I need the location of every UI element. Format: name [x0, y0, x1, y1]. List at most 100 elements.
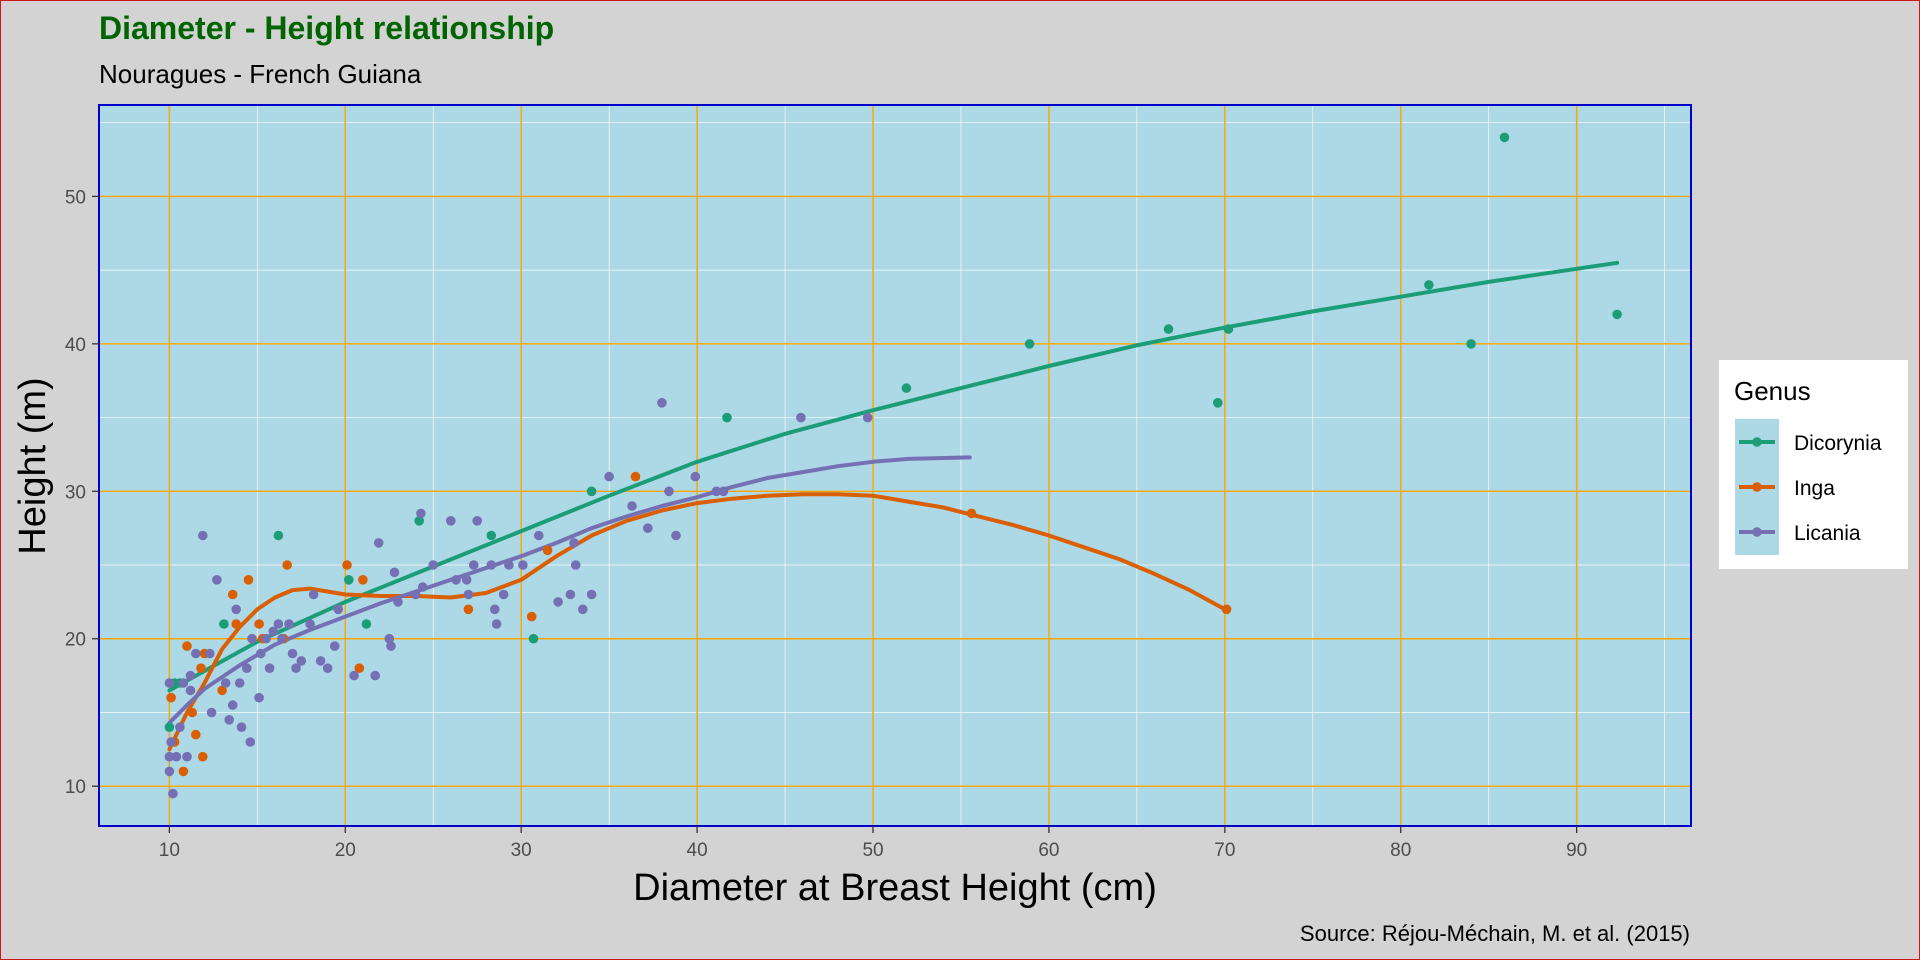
y-axis: 10 20 30 40 50 [65, 187, 99, 798]
point-dicorynia [1499, 132, 1510, 143]
point-licania [451, 575, 461, 585]
point-licania [468, 560, 479, 570]
legend-key-point [1752, 437, 1762, 447]
point-licania [185, 685, 196, 696]
point-licania [231, 604, 241, 615]
point-licania [718, 486, 729, 497]
point-licania [220, 678, 231, 688]
point-licania [212, 575, 222, 585]
panel-border [98, 104, 1692, 827]
point-licania [498, 589, 509, 600]
point-licania [333, 604, 344, 615]
x-tick-label: 30 [511, 840, 532, 861]
y-tick-label: 10 [65, 777, 86, 798]
point-inga [231, 619, 241, 629]
point-licania [416, 508, 426, 519]
point-dicorynia [219, 619, 229, 629]
point-inga [630, 471, 641, 482]
legend-title: Genus [1734, 376, 1811, 406]
x-tick-label: 10 [159, 840, 180, 861]
point-licania [178, 678, 189, 688]
point-inga [182, 641, 192, 651]
y-tick-label: 30 [65, 482, 86, 503]
point-inga [187, 707, 197, 718]
point-inga [227, 589, 238, 600]
x-tick-label: 20 [335, 840, 356, 861]
point-inga [354, 663, 365, 673]
y-tick-label: 20 [65, 630, 86, 651]
point-licania [534, 530, 544, 541]
point-licania [242, 663, 252, 673]
point-licania [164, 751, 175, 762]
point-licania [657, 398, 667, 408]
point-dicorynia [901, 383, 912, 393]
caption: Source: Réjou-Méchain, M. et al. (2015) [1300, 921, 1690, 946]
point-licania [370, 670, 381, 681]
x-tick-label: 80 [1390, 840, 1411, 861]
plot-panel [98, 104, 1692, 827]
point-licania [255, 648, 266, 659]
point-licania [254, 692, 264, 703]
point-licania [236, 722, 247, 732]
point-licania [428, 560, 439, 570]
point-dicorynia [344, 575, 354, 585]
legend: Genus Dicorynia Inga Licania [1719, 360, 1908, 569]
point-licania [463, 589, 474, 600]
point-licania [296, 656, 307, 666]
point-licania [315, 656, 326, 666]
point-dicorynia [586, 486, 597, 497]
point-licania [417, 582, 428, 592]
point-inga [358, 575, 368, 585]
point-licania [198, 530, 208, 541]
point-dicorynia [1223, 324, 1234, 334]
point-inga [191, 729, 201, 740]
smooth-lines [167, 260, 1620, 752]
point-licania [308, 589, 319, 600]
point-licania [261, 633, 271, 644]
y-tick-label: 40 [65, 335, 86, 356]
x-tick-label: 60 [1038, 840, 1059, 861]
point-inga [463, 604, 474, 615]
point-licania [191, 648, 201, 659]
x-tick-label: 90 [1566, 840, 1587, 861]
x-tick-label: 40 [687, 840, 708, 861]
point-licania [206, 707, 217, 718]
point-dicorynia [1213, 398, 1223, 408]
point-inga [196, 663, 206, 673]
legend-label-dicorynia: Dicorynia [1794, 432, 1882, 455]
point-licania [664, 486, 674, 497]
x-tick-label: 70 [1214, 840, 1235, 861]
point-licania [393, 597, 403, 607]
point-dicorynia [1163, 324, 1174, 334]
point-licania [234, 678, 245, 688]
point-licania [486, 560, 497, 570]
point-licania [205, 648, 215, 659]
point-licania [175, 722, 185, 732]
trend-line-dicorynia [167, 260, 1620, 693]
point-licania [182, 751, 192, 762]
x-tick-label: 50 [862, 840, 883, 861]
point-licania [373, 538, 384, 548]
point-licania [796, 412, 806, 423]
point-licania [322, 663, 333, 673]
point-licania [247, 633, 257, 644]
point-licania [284, 619, 294, 629]
point-licania [164, 766, 175, 777]
point-licania [287, 648, 298, 659]
point-licania [305, 619, 315, 629]
point-dicorynia [1612, 309, 1622, 320]
scatter-points [164, 132, 1622, 799]
point-dicorynia [722, 412, 732, 423]
y-axis-label: Height (m) [12, 377, 54, 554]
trend-line-inga [167, 492, 1227, 752]
minor-gridlines [99, 105, 1691, 826]
point-licania [185, 670, 196, 681]
point-dicorynia [1424, 280, 1434, 290]
point-inga [342, 560, 352, 570]
point-licania [446, 516, 456, 526]
point-licania [389, 567, 400, 578]
point-licania [643, 523, 653, 533]
point-licania [569, 538, 579, 548]
point-inga [526, 611, 537, 622]
